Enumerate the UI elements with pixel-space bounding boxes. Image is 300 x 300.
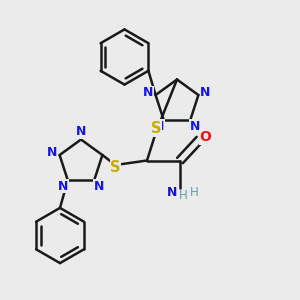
Text: O: O	[200, 130, 211, 144]
Text: N: N	[154, 120, 165, 133]
Text: H: H	[190, 186, 199, 199]
Text: N: N	[76, 125, 86, 139]
Text: S: S	[110, 160, 121, 175]
Text: N: N	[58, 180, 69, 193]
Text: H: H	[178, 189, 188, 202]
Text: N: N	[143, 86, 154, 99]
Text: N: N	[93, 180, 104, 193]
Text: N: N	[189, 120, 200, 133]
Text: N: N	[200, 86, 211, 99]
Text: N: N	[47, 146, 58, 159]
Text: N: N	[167, 186, 178, 200]
Text: S: S	[151, 122, 161, 136]
